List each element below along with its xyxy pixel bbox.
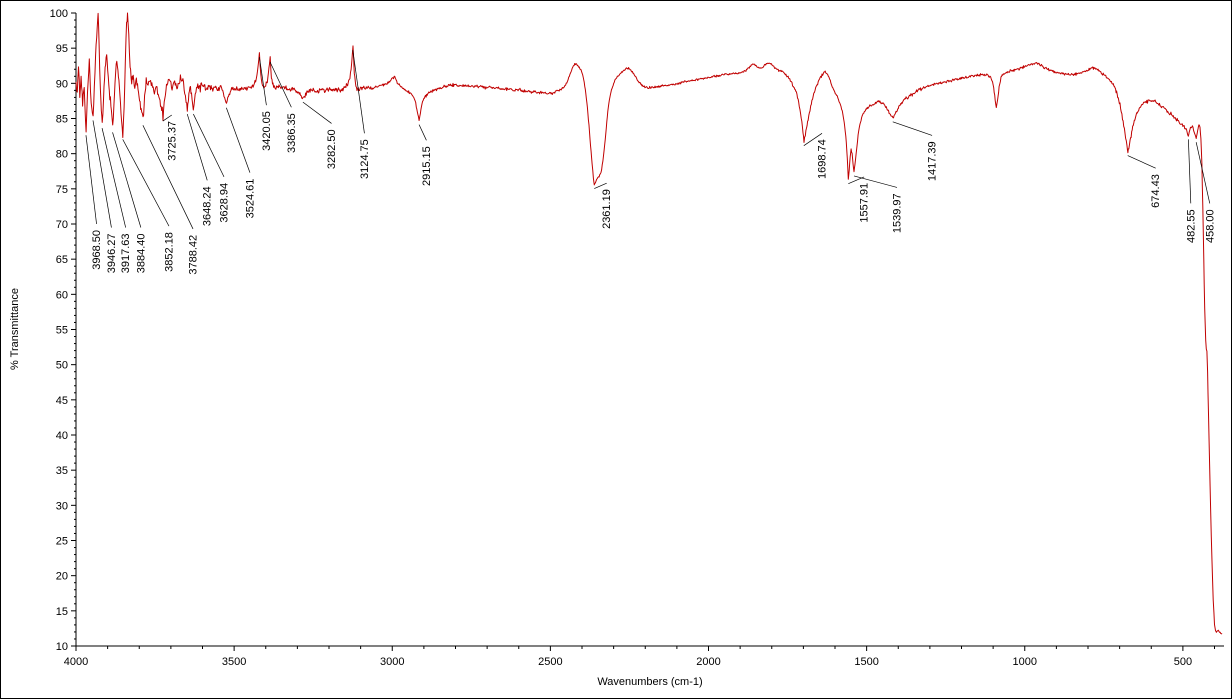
peak-label: 3788.42 — [188, 235, 200, 275]
peak-label: 482.55 — [1185, 209, 1197, 243]
x-axis-title: Wavenumbers (cm-1) — [597, 676, 703, 688]
peak-leader-line — [302, 101, 332, 124]
peak-label: 674.43 — [1150, 174, 1162, 208]
peak-label: 3648.24 — [202, 186, 214, 226]
peak-label: 3946.27 — [106, 233, 118, 273]
peak-leader-line — [85, 135, 97, 225]
peak-leader-line — [1188, 139, 1192, 204]
y-tick-label: 75 — [56, 184, 68, 196]
y-tick-label: 45 — [56, 395, 68, 407]
y-tick-label: 85 — [56, 114, 68, 126]
x-tick-label: 2000 — [696, 656, 720, 668]
y-tick-label: 15 — [56, 606, 68, 618]
y-tick-label: 65 — [56, 254, 68, 266]
peak-leader-line — [101, 128, 126, 228]
y-tick-label: 80 — [56, 149, 68, 161]
y-tick-label: 100 — [50, 8, 68, 20]
x-tick-label: 1500 — [854, 656, 878, 668]
peak-leader-line — [418, 124, 427, 141]
y-tick-label: 70 — [56, 219, 68, 231]
x-tick-label: 4000 — [64, 656, 88, 668]
peak-label: 3917.63 — [120, 233, 132, 273]
y-tick-label: 10 — [56, 641, 68, 653]
peak-label: 3420.05 — [261, 111, 273, 151]
peak-leader-line — [112, 132, 142, 228]
peak-label: 458.00 — [1204, 209, 1216, 243]
peak-label: 1698.74 — [817, 139, 829, 179]
peak-leader-line — [259, 57, 267, 106]
peak-leader-line — [162, 114, 173, 122]
peak-label: 2361.19 — [601, 189, 613, 229]
peak-label: 3968.50 — [91, 230, 103, 270]
x-tick-label: 1000 — [1013, 656, 1037, 668]
peak-label: 1539.97 — [891, 193, 903, 233]
peak-label: 3884.40 — [135, 233, 147, 273]
y-axis-title: % Transmittance — [9, 288, 21, 370]
peak-label: 3524.61 — [244, 179, 256, 219]
peak-label: 3386.35 — [286, 113, 298, 153]
y-tick-label: 50 — [56, 360, 68, 372]
spectrum-trace — [75, 12, 1223, 635]
x-tick-label: 3500 — [222, 656, 246, 668]
y-tick-label: 95 — [56, 43, 68, 55]
x-tick-label: 2500 — [538, 656, 562, 668]
peak-label: 1417.39 — [927, 141, 939, 181]
peak-leader-line — [122, 139, 170, 227]
y-tick-label: 20 — [56, 571, 68, 583]
peak-leader-line — [193, 113, 225, 178]
peak-label: 3628.94 — [219, 183, 231, 223]
peak-label: 3852.18 — [163, 232, 175, 272]
peak-leader-line — [1195, 142, 1211, 204]
y-tick-label: 90 — [56, 78, 68, 90]
y-tick-label: 30 — [56, 500, 68, 512]
peak-leader-line — [853, 175, 898, 188]
peak-leader-line — [269, 61, 292, 108]
y-tick-label: 40 — [56, 430, 68, 442]
peak-leader-line — [186, 113, 208, 181]
peak-label: 1557.91 — [859, 183, 871, 223]
y-tick-label: 55 — [56, 325, 68, 337]
peak-label: 3282.50 — [326, 129, 338, 169]
x-tick-label: 3000 — [380, 656, 404, 668]
peak-leader-line — [142, 125, 194, 230]
peak-leader-line — [352, 50, 365, 134]
x-tick-label: 500 — [1174, 656, 1192, 668]
peak-leader-line — [803, 132, 823, 146]
peak-leader-line — [92, 120, 112, 228]
peak-leader-line — [1127, 155, 1156, 169]
peak-leader-line — [892, 121, 933, 136]
peak-label: 2915.15 — [421, 146, 433, 186]
peak-leader-line — [594, 182, 607, 189]
y-tick-label: 35 — [56, 465, 68, 477]
peak-leader-line — [226, 107, 251, 173]
peak-label: 3124.75 — [359, 139, 371, 179]
y-tick-label: 60 — [56, 289, 68, 301]
peak-label: 3725.37 — [166, 121, 178, 161]
y-tick-label: 25 — [56, 536, 68, 548]
